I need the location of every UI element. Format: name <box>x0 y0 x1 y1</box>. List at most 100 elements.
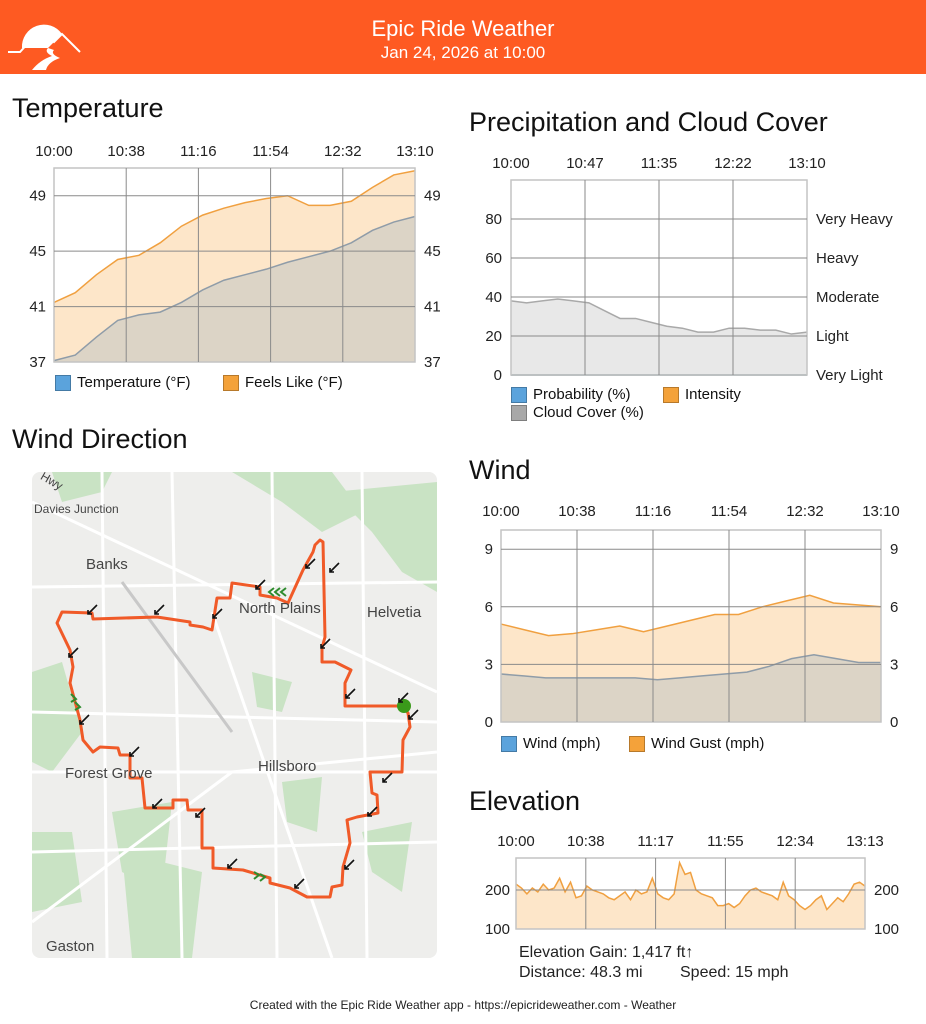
wind-arrow-icon <box>255 579 266 590</box>
legend-swatch <box>511 386 527 403</box>
wind-direction-map[interactable]: Hwy Davies Junction Banks North Plains H… <box>32 472 437 958</box>
wind-arrow-icon <box>87 604 98 615</box>
precipitation-x-tick-label: 11:35 <box>641 155 677 172</box>
wind-y-tick-label-right: 0 <box>890 714 898 731</box>
wind-y-tick-label-right: 3 <box>890 656 898 673</box>
map-label: Forest Grove <box>65 765 153 782</box>
precipitation-x-tick-label: 12:22 <box>714 155 752 172</box>
distance: Distance: 48.3 mi <box>519 964 643 981</box>
wind-y-tick-label: 0 <box>485 714 493 731</box>
legend-feels-like[interactable]: Feels Like (°F) <box>223 374 343 391</box>
temperature-x-tick-label: 10:00 <box>35 143 73 160</box>
legend-temperature[interactable]: Temperature (°F) <box>55 374 191 391</box>
wind-title: Wind <box>469 455 531 485</box>
forecast-date: Jan 24, 2026 at 10:00 <box>380 43 546 62</box>
temperature-y-tick-label: 49 <box>29 188 46 205</box>
legend-intensity[interactable]: Intensity <box>663 386 741 403</box>
direction-chevrons <box>70 587 287 882</box>
elevation-title: Elevation <box>469 786 581 816</box>
legend-swatch <box>501 735 517 752</box>
wind-arrow-icon <box>152 798 163 809</box>
chevron-icon <box>253 871 267 882</box>
wind-arrow-icon <box>320 638 331 649</box>
legend-label: Wind (mph) <box>523 735 601 752</box>
legend-swatch <box>55 374 71 391</box>
wind-arrow-icon <box>408 709 419 720</box>
legend-label: Feels Like (°F) <box>245 374 343 391</box>
elevation-x-tick-label: 10:38 <box>567 833 605 850</box>
wind-arrow-icon <box>212 608 223 619</box>
chevron-icon <box>267 587 287 597</box>
legend-wind-gust[interactable]: Wind Gust (mph) <box>629 735 764 752</box>
temperature-y-tick-label-right: 49 <box>424 188 441 205</box>
temperature-x-tick-label: 13:10 <box>396 143 434 160</box>
elevation-x-tick-label: 11:55 <box>707 833 743 850</box>
temperature-x-tick-label: 11:54 <box>252 143 288 160</box>
precipitation-y-tick-label: 60 <box>485 250 502 267</box>
wind-arrow-icon <box>154 604 165 615</box>
elevation-x-tick-label: 12:34 <box>776 833 814 850</box>
precipitation-x-tick-label: 10:00 <box>492 155 530 172</box>
map-label: Banks <box>86 556 128 573</box>
temperature-line-temp <box>53 215 416 362</box>
temperature-y-tick-label: 41 <box>29 299 46 316</box>
precipitation-y-tick-label: 80 <box>485 211 502 228</box>
precipitation-y-tick-label: 0 <box>494 367 502 384</box>
legend-swatch <box>629 735 645 752</box>
elevation-plot-frame <box>515 857 866 930</box>
temperature-y-tick-label-right: 41 <box>424 299 441 316</box>
legend-swatch <box>511 404 527 421</box>
wind-arrows <box>68 558 419 889</box>
wind-arrow-icon <box>305 558 316 569</box>
wind-plot-frame <box>500 529 882 723</box>
wind-arrow-icon <box>344 859 355 870</box>
legend-label: Temperature (°F) <box>77 374 191 391</box>
map-roads <box>32 472 437 958</box>
temperature-x-tick-label: 10:38 <box>107 143 145 160</box>
epic-ride-logo-icon <box>8 24 81 70</box>
legend-label: Intensity <box>685 386 741 403</box>
legend-cloud-cover[interactable]: Cloud Cover (%) <box>511 404 644 421</box>
wind-arrow-icon <box>345 688 356 699</box>
wind-y-tick-label: 9 <box>485 541 493 558</box>
map-rail <box>120 581 234 733</box>
elevation-line-orange <box>515 860 866 911</box>
precipitation-y-tick-label-right: Very Light <box>816 367 884 384</box>
wind-arrow-icon <box>329 562 340 573</box>
elevation-y-tick-label: 100 <box>485 921 510 938</box>
wind-arrow-icon <box>79 714 90 725</box>
wind-y-tick-label: 6 <box>485 599 493 616</box>
wind-y-tick-label-right: 6 <box>890 599 898 616</box>
elevation-gain: Elevation Gain: 1,417 ft↑ <box>519 944 694 961</box>
map-label: Gaston <box>46 938 95 955</box>
precipitation-y-tick-label-right: Light <box>816 328 849 345</box>
elevation-y-tick-label: 200 <box>485 882 510 899</box>
wind-x-tick-label: 11:54 <box>711 503 747 520</box>
temperature-title: Temperature <box>12 93 164 123</box>
legend-wind[interactable]: Wind (mph) <box>501 735 601 752</box>
app-title: Epic Ride Weather <box>371 16 555 41</box>
temperature-plot-frame <box>53 167 416 363</box>
precipitation-y-tick-label-right: Heavy <box>816 250 859 267</box>
elevation-area-orange <box>516 862 865 929</box>
wind-arrow-icon <box>398 692 409 703</box>
wind-x-tick-label: 10:38 <box>558 503 596 520</box>
precipitation-y-tick-label: 20 <box>485 328 502 345</box>
precipitation-y-tick-label-right: Moderate <box>816 289 879 306</box>
footer-credit: Created with the Epic Ride Weather app -… <box>249 998 677 1012</box>
legend-probability[interactable]: Probability (%) <box>511 386 631 403</box>
speed: Speed: 15 mph <box>680 964 789 981</box>
app-header: Epic Ride Weather Jan 24, 2026 at 10:00 <box>0 0 926 74</box>
legend-label: Probability (%) <box>533 386 631 403</box>
elevation-x-tick-label: 10:00 <box>497 833 535 850</box>
legend-swatch <box>223 374 239 391</box>
map-label: Davies Junction <box>34 502 119 516</box>
wind-arrow-icon <box>129 746 140 757</box>
wind-y-tick-label: 3 <box>485 656 493 673</box>
precipitation-title: Precipitation and Cloud Cover <box>469 107 828 137</box>
wind-arrow-icon <box>382 772 393 783</box>
wind-line-orange <box>500 594 882 637</box>
precipitation-x-tick-label: 13:10 <box>788 155 826 172</box>
elevation-y-tick-label-right: 100 <box>874 921 899 938</box>
map-label: Helvetia <box>367 604 422 621</box>
